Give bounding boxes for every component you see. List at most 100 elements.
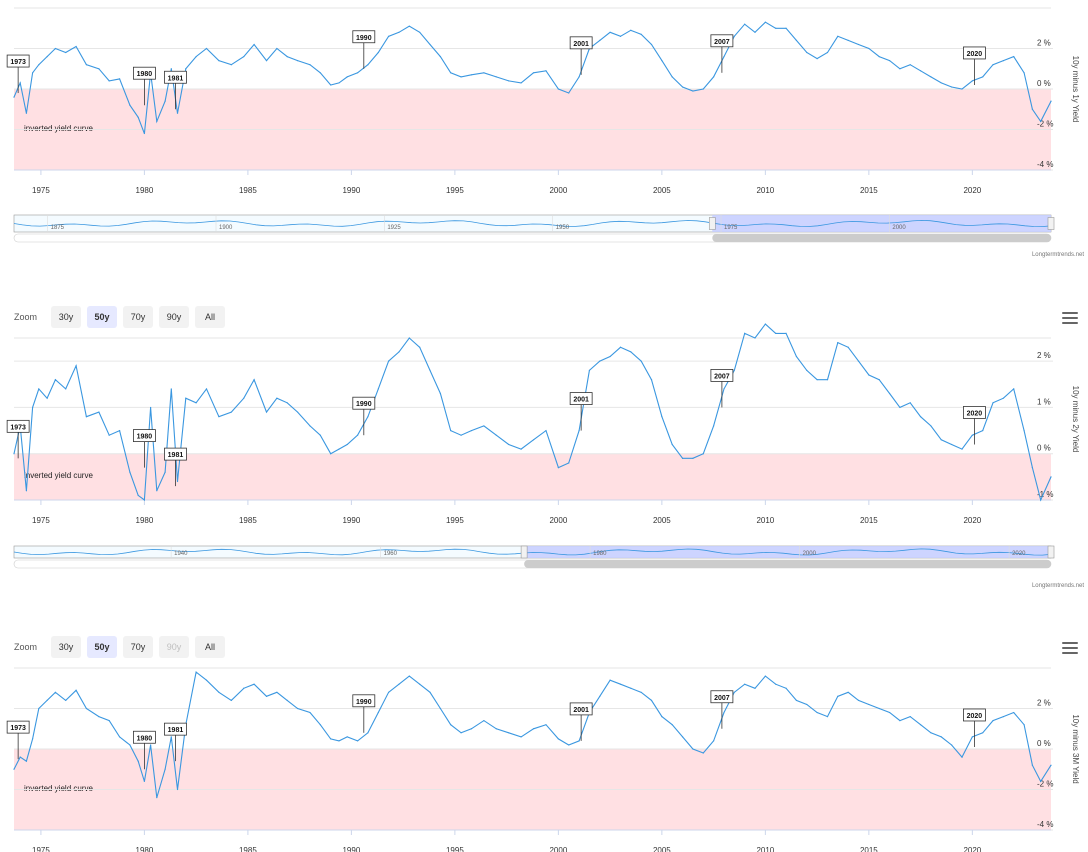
data-point bbox=[545, 429, 547, 432]
x-tick-label: 1980 bbox=[136, 516, 154, 525]
data-point bbox=[847, 691, 849, 693]
data-point bbox=[744, 23, 746, 25]
x-tick-label: 2010 bbox=[756, 516, 774, 525]
data-point bbox=[826, 51, 829, 54]
zoom-button-30y[interactable]: 30y bbox=[51, 306, 82, 328]
data-point bbox=[545, 724, 547, 726]
navigator-tick-label: 1960 bbox=[384, 551, 398, 557]
data-point bbox=[1031, 764, 1033, 766]
data-point bbox=[25, 112, 28, 114]
data-point bbox=[243, 56, 245, 58]
x-tick-label: 2005 bbox=[653, 186, 671, 195]
data-point bbox=[330, 738, 332, 740]
data-point bbox=[164, 768, 166, 770]
data-point bbox=[795, 355, 798, 358]
flag-box bbox=[352, 694, 376, 708]
data-point bbox=[951, 744, 953, 746]
x-tick-label: 1995 bbox=[446, 846, 464, 852]
data-point bbox=[296, 411, 299, 413]
data-point bbox=[319, 72, 321, 74]
scrollbar-thumb[interactable] bbox=[712, 234, 1051, 242]
credit-link[interactable]: Longtermtrends.net bbox=[1031, 583, 1084, 589]
navigator-handle[interactable] bbox=[708, 217, 716, 230]
data-point bbox=[1050, 476, 1052, 478]
navigator-handle[interactable] bbox=[1047, 217, 1055, 230]
chart-svg-10y-1y: inverted yield curve 2 % 0 % -2 % -4 % 1975 19… bbox=[6, 7, 1080, 243]
data-point bbox=[888, 711, 891, 714]
data-point bbox=[46, 56, 48, 58]
data-point bbox=[857, 360, 860, 362]
data-point bbox=[346, 443, 348, 446]
data-point bbox=[764, 323, 766, 325]
chart-panel-10y-1y: inverted yield curve 2 % 0 % -2 % -4 % 1975 19… bbox=[0, 0, 1088, 270]
data-point bbox=[170, 388, 172, 390]
data-point bbox=[25, 490, 28, 492]
data-point bbox=[557, 467, 559, 469]
zoom-button-70y[interactable]: 70y bbox=[123, 306, 154, 328]
data-point bbox=[85, 707, 88, 710]
data-point bbox=[532, 439, 535, 441]
zoom-button-90y[interactable]: 90y bbox=[159, 306, 190, 328]
x-tick-label: 2000 bbox=[549, 516, 567, 525]
data-point bbox=[754, 31, 756, 33]
data-point bbox=[13, 768, 15, 770]
navigator-handle[interactable] bbox=[1047, 545, 1055, 559]
data-point bbox=[129, 104, 131, 106]
zoom-button-70y[interactable]: 70y bbox=[123, 636, 154, 658]
chart-menu-icon[interactable] bbox=[1062, 312, 1078, 324]
zoom-button-30y[interactable]: 30y bbox=[51, 636, 82, 658]
data-point bbox=[992, 720, 994, 722]
data-point bbox=[330, 84, 332, 86]
data-point bbox=[630, 687, 632, 689]
flag-label: 2020 bbox=[967, 410, 983, 417]
credit-link[interactable]: Longtermtrends.net bbox=[1031, 252, 1084, 258]
zoom-button-all[interactable]: All bbox=[195, 636, 226, 658]
data-point bbox=[398, 31, 400, 33]
data-point bbox=[713, 740, 715, 742]
data-point bbox=[568, 462, 570, 464]
flag-box bbox=[6, 419, 30, 433]
data-point bbox=[13, 96, 15, 98]
data-point bbox=[205, 679, 208, 681]
x-tick-label: 1990 bbox=[342, 516, 360, 525]
y-tick-label: -4 % bbox=[1037, 160, 1053, 169]
data-point bbox=[857, 699, 860, 701]
data-point bbox=[640, 33, 642, 35]
data-point bbox=[713, 76, 715, 78]
data-point bbox=[98, 411, 100, 413]
x-tick-label: 2020 bbox=[963, 186, 981, 195]
data-point bbox=[971, 434, 973, 436]
zoom-button-all[interactable]: All bbox=[195, 306, 226, 328]
scrollbar-thumb[interactable] bbox=[524, 560, 1051, 568]
navigator-tick-label: 2020 bbox=[1012, 551, 1026, 557]
chart-menu-icon[interactable] bbox=[1062, 642, 1078, 654]
data-point bbox=[671, 724, 673, 726]
data-point bbox=[286, 56, 288, 58]
data-point bbox=[681, 86, 684, 88]
y-tick-label: -2 % bbox=[1037, 780, 1053, 789]
zoom-button-50y[interactable]: 50y bbox=[87, 306, 118, 328]
data-point bbox=[775, 27, 777, 29]
data-point bbox=[713, 425, 715, 427]
data-point bbox=[650, 379, 653, 381]
data-point bbox=[785, 27, 787, 29]
data-point bbox=[470, 74, 473, 76]
zoom-button-50y[interactable]: 50y bbox=[87, 636, 118, 658]
data-point bbox=[630, 29, 632, 31]
data-point bbox=[164, 471, 166, 473]
zoom-button-90y[interactable]: 90y bbox=[159, 636, 190, 658]
data-point bbox=[19, 82, 21, 84]
data-point bbox=[450, 72, 452, 74]
flag-label: 2020 bbox=[967, 713, 983, 720]
data-point bbox=[930, 76, 932, 78]
data-point bbox=[661, 416, 663, 418]
data-point bbox=[857, 43, 860, 46]
data-point bbox=[98, 716, 100, 718]
data-point bbox=[785, 332, 787, 334]
data-point bbox=[398, 683, 400, 685]
navigator-handle[interactable] bbox=[520, 545, 528, 559]
navigator-tick-label: 1925 bbox=[387, 225, 401, 231]
flag-box bbox=[710, 690, 734, 704]
flag-label: 1980 bbox=[137, 434, 153, 441]
data-point bbox=[319, 724, 321, 726]
